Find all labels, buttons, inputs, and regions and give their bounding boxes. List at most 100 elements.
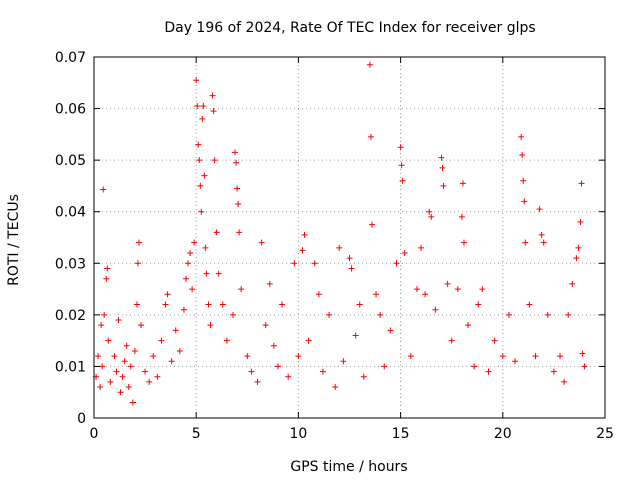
data-point: [162, 301, 169, 308]
data-point: [180, 306, 187, 313]
data-point: [146, 378, 153, 385]
data-point: [104, 265, 111, 272]
data-point: [210, 108, 217, 115]
data-point: [266, 280, 273, 287]
data-point: [196, 157, 203, 164]
data-point: [536, 206, 543, 213]
data-point: [200, 102, 207, 109]
data-point: [465, 322, 472, 329]
data-point: [397, 144, 404, 151]
x-tick-label: 20: [494, 426, 512, 442]
data-point: [485, 368, 492, 375]
data-point: [540, 239, 547, 246]
y-tick-label: 0.06: [55, 102, 86, 118]
data-point: [201, 172, 208, 179]
data-point: [393, 260, 400, 267]
data-point: [368, 221, 375, 228]
data-point: [101, 311, 108, 318]
y-tick-label: 0.05: [55, 153, 86, 169]
data-point: [512, 358, 519, 365]
data-point: [520, 177, 527, 184]
data-point: [270, 342, 277, 349]
data-point: [422, 291, 429, 298]
y-tick-label: 0: [77, 411, 86, 427]
tick-labels: 0 5 10 15 20 25 0 0.01 0.02 0.03 0.04 0.05 0.06 0.07: [55, 50, 614, 442]
data-point: [150, 353, 157, 360]
x-tick-label: 0: [90, 426, 99, 442]
data-point: [195, 141, 202, 148]
data-point: [360, 373, 367, 380]
data-point: [460, 239, 467, 246]
data-point: [258, 239, 265, 246]
data-point: [348, 265, 355, 272]
data-point: [336, 244, 343, 251]
data-point: [373, 291, 380, 298]
data-point: [113, 368, 120, 375]
grid: [94, 57, 605, 418]
data-point: [123, 342, 130, 349]
data-point: [444, 280, 451, 287]
data-point: [119, 373, 126, 380]
data-point: [185, 260, 192, 267]
x-tick-label: 5: [192, 426, 201, 442]
data-point: [99, 363, 106, 370]
data-point: [107, 378, 114, 385]
data-point: [521, 198, 528, 205]
data-point: [117, 389, 124, 396]
data-point: [285, 373, 292, 380]
data-point: [211, 157, 218, 164]
data-point: [187, 249, 194, 256]
data-point: [426, 208, 433, 215]
y-tick-label: 0.07: [55, 50, 86, 66]
data-point: [158, 337, 165, 344]
data-point: [505, 311, 512, 318]
x-axis-label: GPS time / hours: [290, 459, 407, 475]
data-point: [142, 368, 149, 375]
data-point: [475, 301, 482, 308]
data-point: [103, 275, 110, 282]
data-point: [569, 280, 576, 287]
data-point: [234, 185, 241, 192]
data-point: [219, 301, 226, 308]
data-point: [522, 239, 529, 246]
data-point: [168, 358, 175, 365]
data-point: [471, 363, 478, 370]
data-point: [262, 322, 269, 329]
y-tick-label: 0.02: [55, 308, 86, 324]
data-point: [440, 182, 447, 189]
data-point: [115, 317, 122, 324]
data-point: [203, 270, 210, 277]
data-point: [367, 133, 374, 140]
data-point: [581, 363, 588, 370]
data-point: [454, 286, 461, 293]
data-point: [172, 327, 179, 334]
data-point: [352, 332, 359, 339]
data-point: [518, 133, 525, 140]
data-point: [279, 301, 286, 308]
y-axis-label: ROTI / TECUs: [6, 194, 22, 286]
axis-ticks: [93, 56, 606, 419]
data-point: [232, 149, 239, 156]
data-point: [398, 162, 405, 169]
data-point: [561, 378, 568, 385]
data-point: [326, 311, 333, 318]
data-point: [577, 219, 584, 226]
data-point: [235, 200, 242, 207]
data-point: [407, 353, 414, 360]
data-point: [236, 229, 243, 236]
data-point: [254, 378, 261, 385]
data-point: [295, 353, 302, 360]
data-point: [479, 286, 486, 293]
data-point: [544, 311, 551, 318]
data-point: [438, 154, 445, 161]
data-point: [458, 213, 465, 220]
y-tick-label: 0.04: [55, 205, 86, 221]
data-point: [194, 102, 201, 109]
data-point: [550, 368, 557, 375]
data-point: [299, 247, 306, 254]
data-point: [202, 244, 209, 251]
data-point: [95, 353, 102, 360]
data-point: [111, 353, 118, 360]
data-point: [238, 286, 245, 293]
